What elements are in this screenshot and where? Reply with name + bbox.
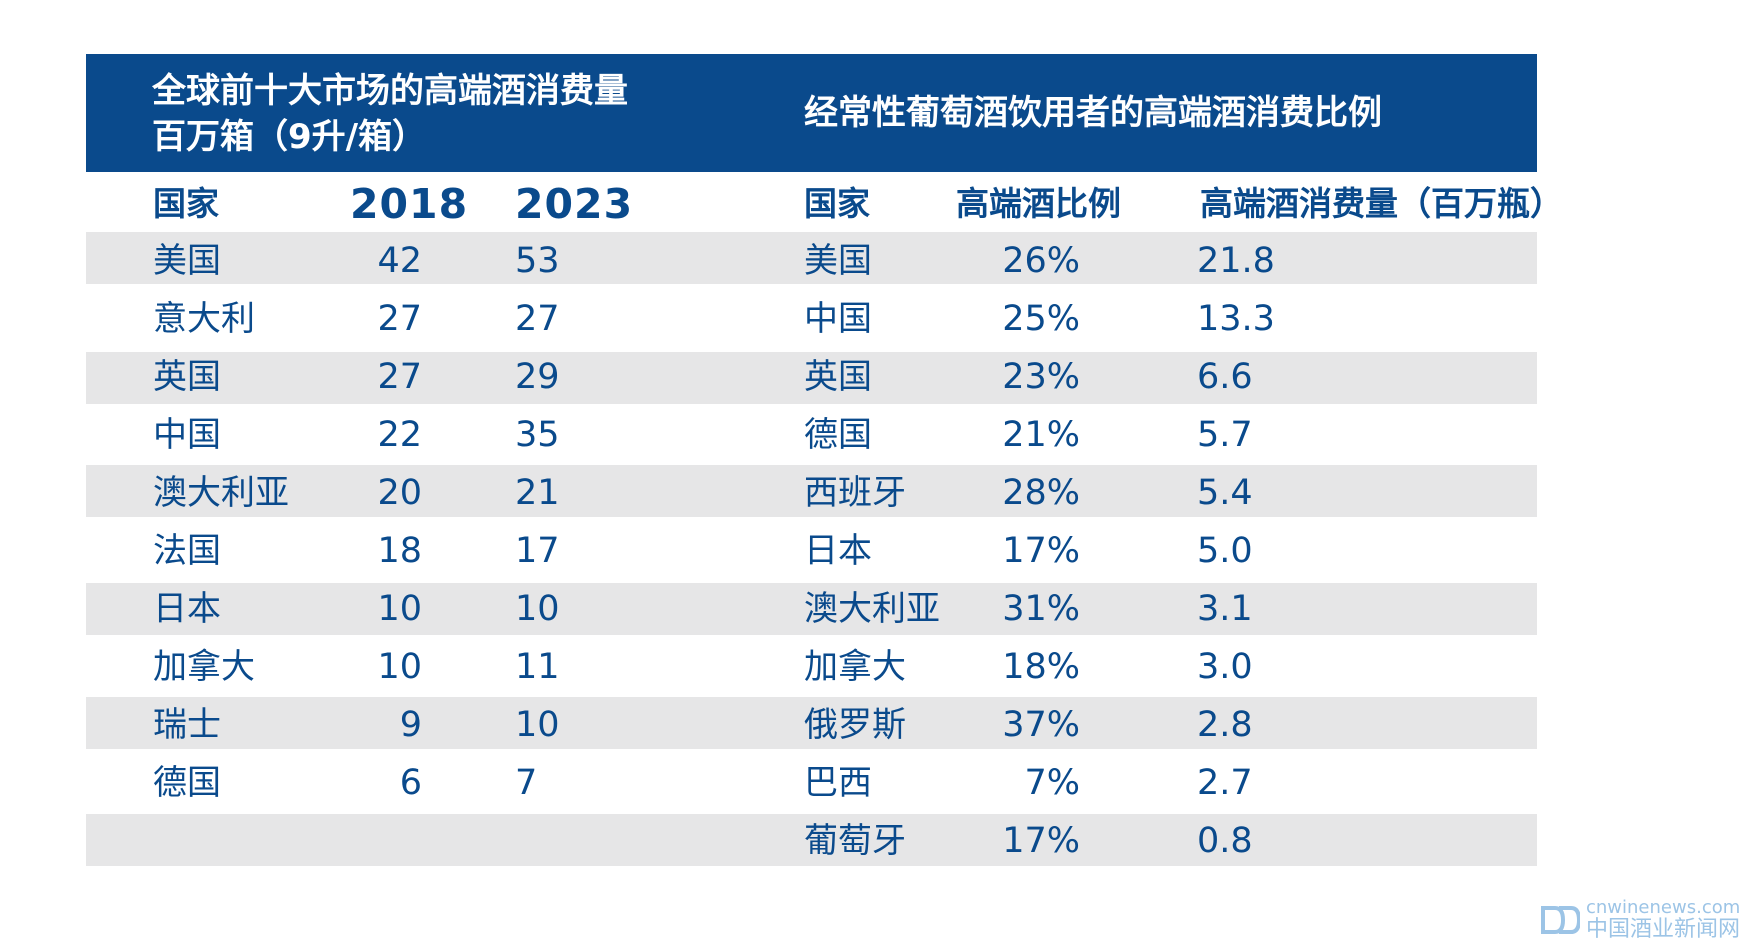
right-cell-country: 日本: [804, 531, 872, 571]
right-cell-premium-volume: 0.8: [1197, 821, 1253, 861]
right-cell-country: 巴西: [804, 763, 872, 803]
table-row: 意大利 27 27 中国 25% 13.3: [0, 290, 1742, 348]
left-table-title: 全球前十大市场的高端酒消费量 百万箱（9升/箱）: [152, 68, 628, 160]
left-table-title-line2: 百万箱（9升/箱）: [152, 117, 427, 157]
right-header-premium-volume: 高端酒消费量（百万瓶）: [1200, 184, 1563, 223]
right-cell-country: 德国: [804, 415, 872, 455]
left-cell-2023: 53: [515, 241, 560, 281]
table-row: 日本 10 10 澳大利亚 31% 3.1: [0, 580, 1742, 638]
table-row: 澳大利亚 20 21 西班牙 28% 5.4: [0, 464, 1742, 522]
right-cell-premium-volume: 3.0: [1197, 647, 1253, 687]
watermark: cnwinenews.com 中国酒业新闻网: [1540, 898, 1742, 941]
left-cell-country: 德国: [153, 763, 221, 803]
left-cell-country: 法国: [153, 531, 221, 571]
right-cell-premium-share: 26%: [1002, 241, 1080, 281]
left-cell-2023: 7: [515, 763, 538, 803]
table-row: 葡萄牙 17% 0.8: [0, 812, 1742, 870]
table-row: 法国 18 17 日本 17% 5.0: [0, 522, 1742, 580]
left-table-title-line1: 全球前十大市场的高端酒消费量: [152, 71, 628, 111]
right-cell-country: 加拿大: [804, 647, 906, 687]
header-band: [86, 54, 1537, 172]
left-cell-country: 中国: [153, 415, 221, 455]
right-cell-premium-volume: 5.7: [1197, 415, 1253, 455]
left-cell-2018: 20: [377, 473, 422, 513]
right-cell-premium-share: 17%: [1002, 821, 1080, 861]
left-cell-2023: 10: [515, 589, 560, 629]
right-cell-country: 澳大利亚: [804, 589, 940, 629]
left-cell-2023: 21: [515, 473, 560, 513]
right-cell-country: 英国: [804, 357, 872, 397]
watermark-url: cnwinenews.com: [1586, 897, 1741, 918]
left-cell-2018: 6: [399, 763, 422, 803]
left-cell-country: 美国: [153, 241, 221, 281]
left-cell-2018: 27: [377, 299, 422, 339]
right-cell-premium-volume: 6.6: [1197, 357, 1253, 397]
right-cell-premium-volume: 3.1: [1197, 589, 1253, 629]
right-cell-premium-share: 21%: [1002, 415, 1080, 455]
right-cell-premium-volume: 2.7: [1197, 763, 1253, 803]
row-stripe: [86, 697, 1537, 749]
right-cell-premium-share: 25%: [1002, 299, 1080, 339]
right-cell-premium-volume: 2.8: [1197, 705, 1253, 745]
left-cell-2018: 27: [377, 357, 422, 397]
right-cell-premium-share: 31%: [1002, 589, 1080, 629]
right-cell-premium-share: 17%: [1002, 531, 1080, 571]
right-header-premium-share: 高端酒比例: [956, 184, 1121, 223]
left-cell-2018: 10: [377, 589, 422, 629]
table-row: 瑞士 9 10 俄罗斯 37% 2.8: [0, 696, 1742, 754]
left-cell-2023: 29: [515, 357, 560, 397]
right-cell-premium-volume: 13.3: [1197, 299, 1275, 339]
right-cell-country: 葡萄牙: [804, 821, 906, 861]
left-cell-2023: 10: [515, 705, 560, 745]
right-cell-premium-share: 18%: [1002, 647, 1080, 687]
right-cell-premium-share: 28%: [1002, 473, 1080, 513]
right-table-title: 经常性葡萄酒饮用者的高端酒消费比例: [804, 93, 1382, 133]
table-row: 英国 27 29 英国 23% 6.6: [0, 348, 1742, 406]
right-header-country: 国家: [804, 184, 870, 223]
left-cell-2023: 35: [515, 415, 560, 455]
row-stripe: [86, 465, 1537, 517]
right-cell-premium-share: 7%: [1024, 763, 1080, 803]
table-row: 德国 6 7 巴西 7% 2.7: [0, 754, 1742, 812]
left-cell-country: 日本: [153, 589, 221, 629]
left-cell-2023: 17: [515, 531, 560, 571]
table-row: 加拿大 10 11 加拿大 18% 3.0: [0, 638, 1742, 696]
left-cell-2018: 10: [377, 647, 422, 687]
right-cell-country: 中国: [804, 299, 872, 339]
left-cell-2018: 18: [377, 531, 422, 571]
left-cell-2018: 9: [399, 705, 422, 745]
left-cell-country: 英国: [153, 357, 221, 397]
left-cell-2023: 11: [515, 647, 560, 687]
left-cell-country: 瑞士: [153, 705, 221, 745]
left-header-2018: 2018: [350, 180, 469, 228]
right-cell-country: 西班牙: [804, 473, 906, 513]
row-stripe: [86, 352, 1537, 404]
table-row: 美国 42 53 美国 26% 21.8: [0, 232, 1742, 290]
left-cell-country: 加拿大: [153, 647, 255, 687]
row-stripe: [86, 814, 1537, 866]
left-cell-country: 澳大利亚: [153, 473, 289, 513]
left-cell-2018: 42: [377, 241, 422, 281]
watermark-name: 中国酒业新闻网: [1586, 917, 1741, 941]
left-header-country: 国家: [153, 184, 219, 223]
left-header-2023: 2023: [515, 180, 634, 228]
right-cell-premium-share: 37%: [1002, 705, 1080, 745]
right-cell-premium-volume: 5.0: [1197, 531, 1253, 571]
row-stripe: [86, 583, 1537, 635]
right-cell-country: 美国: [804, 241, 872, 281]
cnwinenews-logo-icon: [1541, 906, 1580, 934]
right-cell-premium-share: 23%: [1002, 357, 1080, 397]
table-row: 中国 22 35 德国 21% 5.7: [0, 406, 1742, 464]
left-cell-2023: 27: [515, 299, 560, 339]
right-cell-premium-volume: 21.8: [1197, 241, 1275, 281]
right-cell-country: 俄罗斯: [804, 705, 906, 745]
left-cell-country: 意大利: [153, 299, 255, 339]
left-cell-2018: 22: [377, 415, 422, 455]
right-cell-premium-volume: 5.4: [1197, 473, 1253, 513]
row-stripe: [86, 232, 1537, 284]
